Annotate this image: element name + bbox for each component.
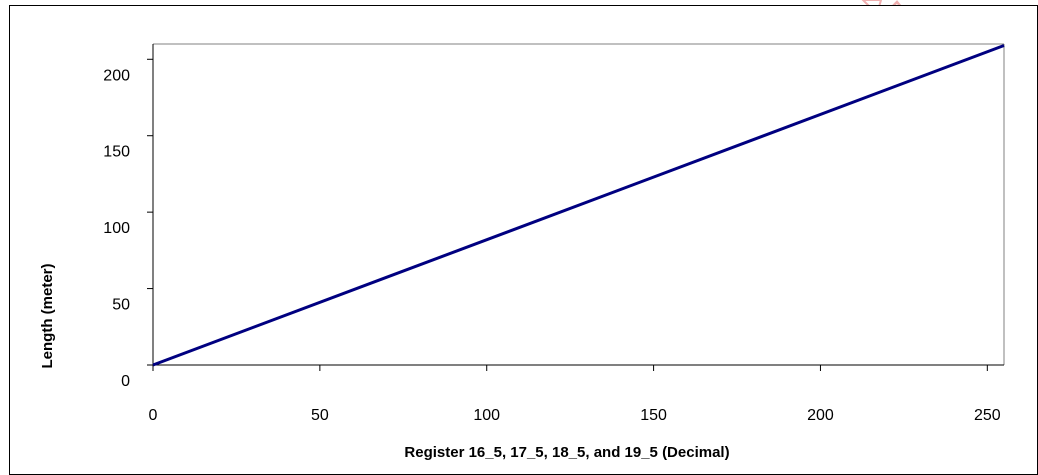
y-tick-label: 200 xyxy=(103,67,130,84)
series-layer xyxy=(152,44,1005,367)
chart-frame xyxy=(9,5,1038,475)
y-tick-label: 0 xyxy=(121,373,130,390)
x-tick-label: 100 xyxy=(473,407,500,424)
x-axis-ticks: 0 50 100 150 200 250 xyxy=(149,365,1001,424)
x-tick-label: 50 xyxy=(311,407,329,424)
series-line xyxy=(152,44,1005,367)
x-axis-title: Register 16_5, 17_5, 18_5, and 19_5 (Dec… xyxy=(404,444,729,461)
plot-area xyxy=(152,43,1005,366)
line-chart: 0 50 100 150 200 0 50 100 150 200 250 Register 16… xyxy=(39,43,1005,461)
y-axis-ticks: 0 50 100 150 200 xyxy=(103,58,153,390)
y-tick-label: 50 xyxy=(112,297,130,314)
x-tick-label: 150 xyxy=(640,407,667,424)
y-tick-label: 100 xyxy=(103,220,130,237)
y-tick-label: 150 xyxy=(103,144,130,161)
y-axis-title: Length (meter) xyxy=(39,263,56,368)
x-tick-label: 200 xyxy=(807,407,834,424)
x-tick-label: 0 xyxy=(149,407,158,424)
x-tick-label: 250 xyxy=(974,407,1001,424)
